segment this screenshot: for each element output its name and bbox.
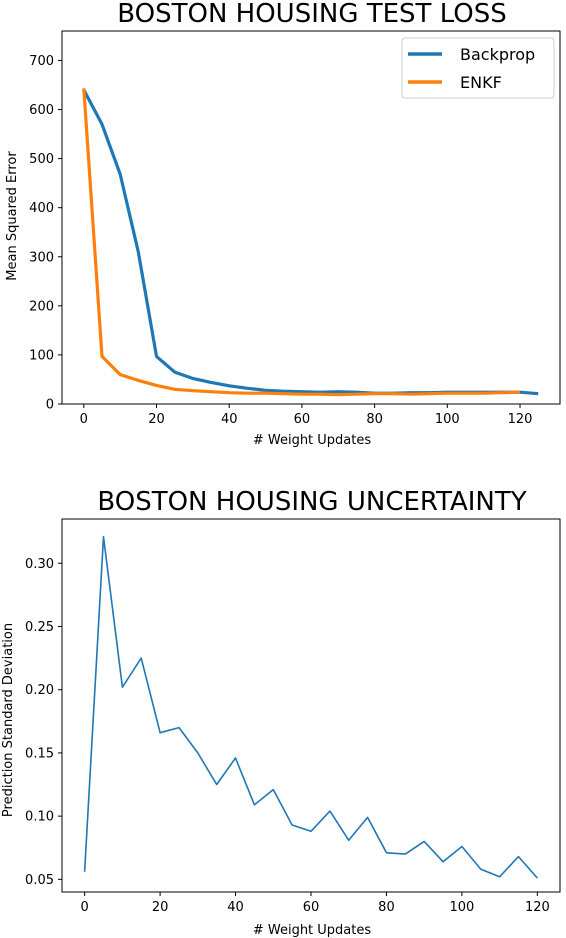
y-tick-label: 700 [29,54,54,69]
series-line-backprop [82,89,539,396]
loss-chart-title: BOSTON HOUSING TEST LOSS [117,0,506,29]
y-tick-label: 0.10 [25,810,54,825]
y-tick-label: 0.15 [25,746,54,761]
x-tick-label: 40 [227,900,244,915]
y-tick-label: 0 [46,398,54,413]
x-tick-label: 20 [152,900,169,915]
x-tick-label: 40 [221,412,238,427]
uncertainty-plot-area [61,518,561,893]
plot-frame [61,30,561,405]
y-tick-label: 200 [29,299,54,314]
uncertainty-x-ticks: 0 20 40 60 80 100 120 [80,892,550,915]
uncertainty-chart: BOSTON HOUSING UNCERTAINTY 0 20 40 60 80 100 1… [1,487,561,938]
series-line-enkf [82,88,521,397]
loss-y-ticks: 0 100 200 300 400 500 600 700 [29,54,62,413]
y-tick-label: 0.30 [25,557,54,572]
uncertainty-chart-title: BOSTON HOUSING UNCERTAINTY [97,487,526,517]
legend-label-enkf: ENKF [460,73,502,92]
loss-y-axis-label: Mean Squared Error [5,151,20,281]
loss-chart: BOSTON HOUSING TEST LOSS 0 20 40 60 80 100 120… [5,0,561,448]
legend-label-backprop: Backprop [460,45,535,64]
y-tick-label: 300 [29,250,54,265]
loss-plot-area [61,30,561,405]
x-tick-label: 80 [378,900,395,915]
loss-x-axis-label: # Weight Updates [253,433,372,448]
x-tick-label: 100 [449,900,474,915]
series-line-0 [83,535,539,879]
x-tick-label: 60 [294,412,311,427]
uncertainty-y-ticks: 0.05 0.10 0.15 0.20 0.25 0.30 [25,557,62,888]
y-tick-label: 500 [29,152,54,167]
uncertainty-y-axis-label: Prediction Standard Deviation [1,623,16,817]
loss-legend: Backprop ENKF [401,37,555,99]
uncertainty-x-axis-label: # Weight Updates [253,923,372,938]
y-tick-label: 0.25 [25,620,54,635]
loss-x-ticks: 0 20 40 60 80 100 120 [80,404,533,427]
y-tick-label: 400 [29,201,54,216]
y-tick-label: 0.05 [25,873,54,888]
x-tick-label: 100 [435,412,460,427]
plot-frame [61,518,561,893]
x-tick-label: 120 [525,900,550,915]
x-tick-label: 80 [366,412,383,427]
y-tick-label: 600 [29,103,54,118]
x-tick-label: 60 [303,900,320,915]
x-tick-label: 120 [508,412,533,427]
x-tick-label: 20 [148,412,165,427]
x-tick-label: 0 [80,412,88,427]
y-tick-label: 100 [29,348,54,363]
y-tick-label: 0.20 [25,683,54,698]
x-tick-label: 0 [80,900,88,915]
